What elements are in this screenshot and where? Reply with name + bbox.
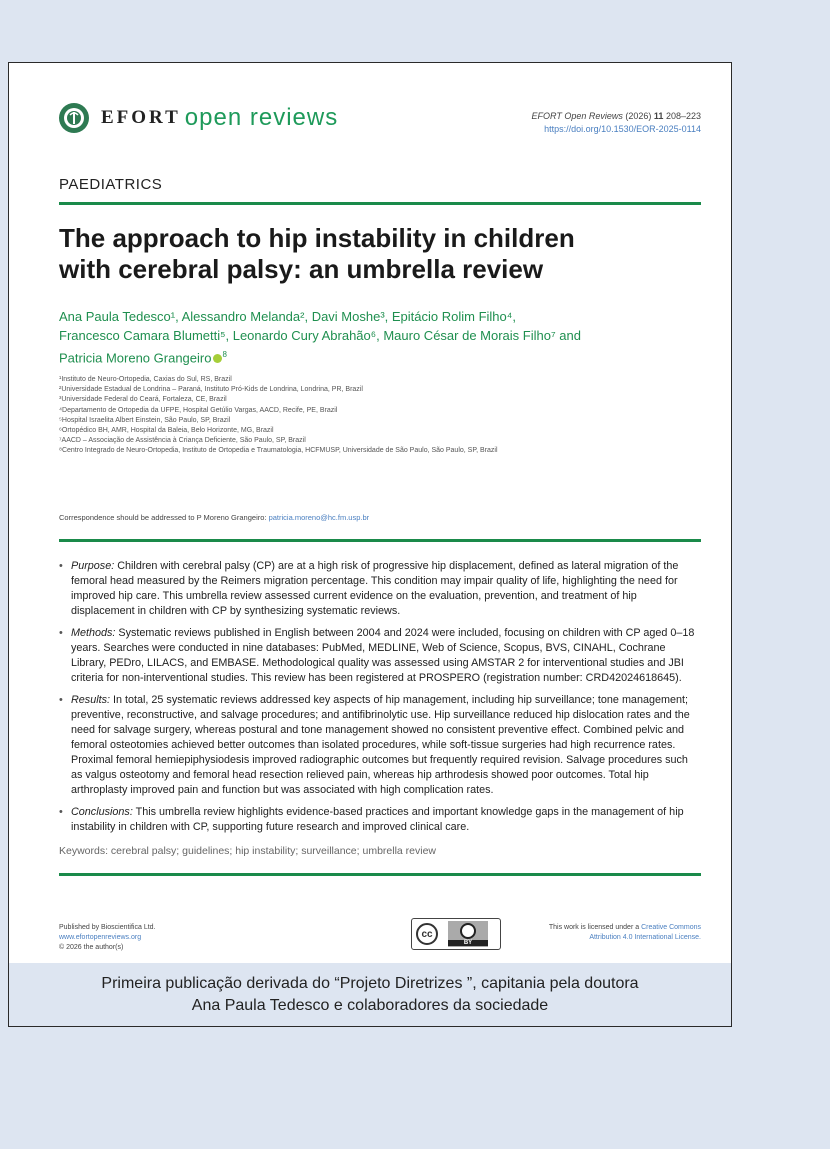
author-list: Ana Paula Tedesco¹, Alessandro Melanda²,… (59, 307, 689, 367)
by-label: BY (448, 939, 488, 946)
publisher-name: Published by Bioscientifica Ltd. (59, 924, 156, 931)
conclusions-text: This umbrella review highlights evidence… (71, 806, 684, 833)
affiliation-2: ²Universidade Estadual de Londrina – Par… (59, 386, 363, 394)
affiliation-8: ⁸Centro Integrado de Neuro-Ortopedia, In… (59, 447, 498, 455)
purpose-label: Purpose: (71, 560, 115, 572)
keywords: Keywords: cerebral palsy; guidelines; hi… (59, 845, 437, 857)
correspondence-text: Correspondence should be addressed to P … (59, 513, 269, 522)
abstract-top-divider (59, 539, 701, 542)
logo-open-reviews-text: open reviews (184, 104, 339, 131)
license-link-2[interactable]: Attribution 4.0 International License. (589, 934, 701, 941)
authors-line-1: Ana Paula Tedesco¹, Alessandro Melanda²,… (59, 309, 516, 324)
affiliations-list: ¹Instituto de Neuro-Ortopedia, Caxias do… (59, 375, 699, 457)
citation-year: (2026) (625, 111, 652, 121)
affiliation-4: ⁴Departamento de Ortopedia da UFPE, Hosp… (59, 406, 338, 414)
publisher-site-link[interactable]: www.efortopenreviews.org (59, 934, 142, 941)
affiliation-3: ³Universidade Federal do Ceará, Fortalez… (59, 396, 227, 404)
purpose-text: Children with cerebral palsy (CP) are at… (71, 560, 679, 617)
abstract-results: • Results: In total, 25 systematic review… (59, 694, 690, 796)
results-label: Results: (71, 694, 111, 706)
article-title: The approach to hip instability in child… (59, 223, 699, 285)
affiliation-1: ¹Instituto de Neuro-Ortopedia, Caxias do… (59, 376, 232, 383)
abstract-bottom-divider (59, 873, 701, 876)
person-icon (460, 922, 476, 939)
attribution-icon: BY (448, 921, 488, 947)
methods-text: Systematic reviews published in English … (71, 627, 695, 684)
section-divider (59, 202, 701, 205)
abstract-conclusions: • Conclusions: This umbrella review highl… (59, 806, 684, 833)
authors-line-3: Patricia Moreno Grangeiro (59, 350, 212, 366)
journal-logo: EFORT open reviews (59, 103, 338, 133)
citation-pages: 208–223 (665, 111, 701, 121)
cc-by-license-badge[interactable]: cc BY (411, 918, 501, 950)
caption-bar: Primeira publicação derivada do “Projeto… (9, 963, 731, 1026)
license-link-1[interactable]: Creative Commons (641, 924, 701, 931)
creative-commons-icon: cc (416, 923, 438, 945)
publisher-info: Published by Bioscientifica Ltd. www.efo… (59, 923, 156, 953)
orcid-icon[interactable] (213, 354, 223, 364)
logo-efort-text: EFORT (101, 107, 181, 128)
caption-line-1: Primeira publicação derivada do “Projeto… (101, 974, 639, 992)
section-label: PAEDIATRICS (59, 176, 163, 193)
caption-line-2: Ana Paula Tedesco e colaboradores da soc… (191, 996, 549, 1014)
efort-emblem-icon (59, 103, 89, 133)
conclusions-label: Conclusions: (71, 806, 133, 818)
authors-line-2: Francesco Camara Blumetti⁵, Leonardo Cur… (59, 328, 581, 343)
affiliation-5: ⁵Hospital Israelita Albert Einstein, São… (59, 416, 231, 424)
license-info: This work is licensed under a Creative C… (549, 923, 701, 943)
license-text: This work is licensed under a (548, 924, 642, 931)
authors-line-3-sup: 8 (222, 350, 227, 359)
results-text: In total, 25 systematic reviews addresse… (71, 694, 690, 796)
article-page: EFORT open reviews EFORT Open Reviews (2… (9, 63, 731, 963)
methods-label: Methods: (71, 627, 116, 639)
citation-volume: 11 (653, 111, 664, 121)
correspondence-email-link[interactable]: patricia.moreno@hc.fm.usp.br (268, 513, 370, 522)
affiliation-7: ⁷AACD – Associação de Assistência à Cria… (59, 437, 306, 445)
title-line-2: with cerebral palsy: an umbrella review (59, 254, 544, 284)
title-line-1: The approach to hip instability in child… (59, 223, 575, 253)
article-frame: EFORT open reviews EFORT Open Reviews (2… (8, 62, 732, 1027)
abstract-methods: • Methods: Systematic reviews published i… (59, 627, 695, 684)
affiliation-6: ⁶Ortopédico BH, AMR, Hospital da Baleia,… (59, 427, 274, 435)
doi-link[interactable]: https://doi.org/10.1530/EOR-2025-0114 (544, 124, 701, 134)
abstract-purpose: • Purpose: Children with cerebral palsy (… (59, 560, 679, 617)
copyright: © 2026 the author(s) (59, 944, 124, 951)
abstract: • Purpose: Children with cerebral palsy (… (59, 559, 699, 842)
correspondence: Correspondence should be addressed to P … (59, 513, 369, 522)
citation-journal: EFORT Open Reviews (531, 111, 623, 121)
citation-block: EFORT Open Reviews (2026) 11 208–223 htt… (532, 110, 702, 136)
